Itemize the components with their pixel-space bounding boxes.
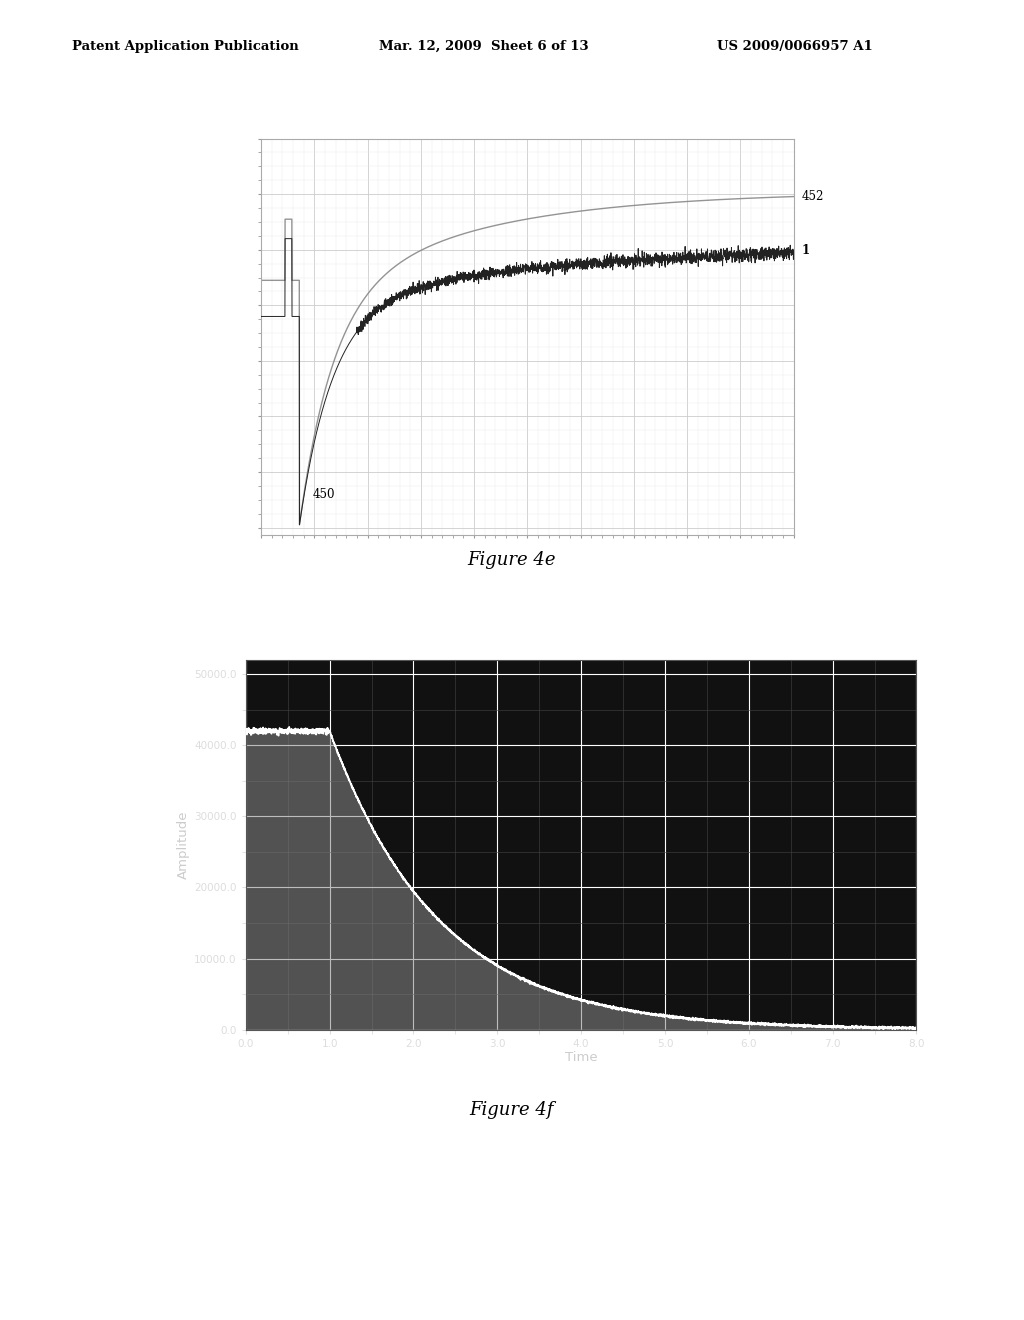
Text: Figure 4e: Figure 4e bbox=[468, 550, 556, 569]
Text: 1: 1 bbox=[802, 244, 810, 257]
Text: US 2009/0066957 A1: US 2009/0066957 A1 bbox=[717, 40, 872, 53]
Text: Figure 4f: Figure 4f bbox=[470, 1101, 554, 1119]
Text: Patent Application Publication: Patent Application Publication bbox=[72, 40, 298, 53]
X-axis label: Time: Time bbox=[565, 1052, 597, 1064]
Text: 452: 452 bbox=[802, 190, 824, 203]
Text: 450: 450 bbox=[312, 487, 335, 500]
Text: Mar. 12, 2009  Sheet 6 of 13: Mar. 12, 2009 Sheet 6 of 13 bbox=[379, 40, 589, 53]
Y-axis label: Amplitude: Amplitude bbox=[177, 810, 190, 879]
